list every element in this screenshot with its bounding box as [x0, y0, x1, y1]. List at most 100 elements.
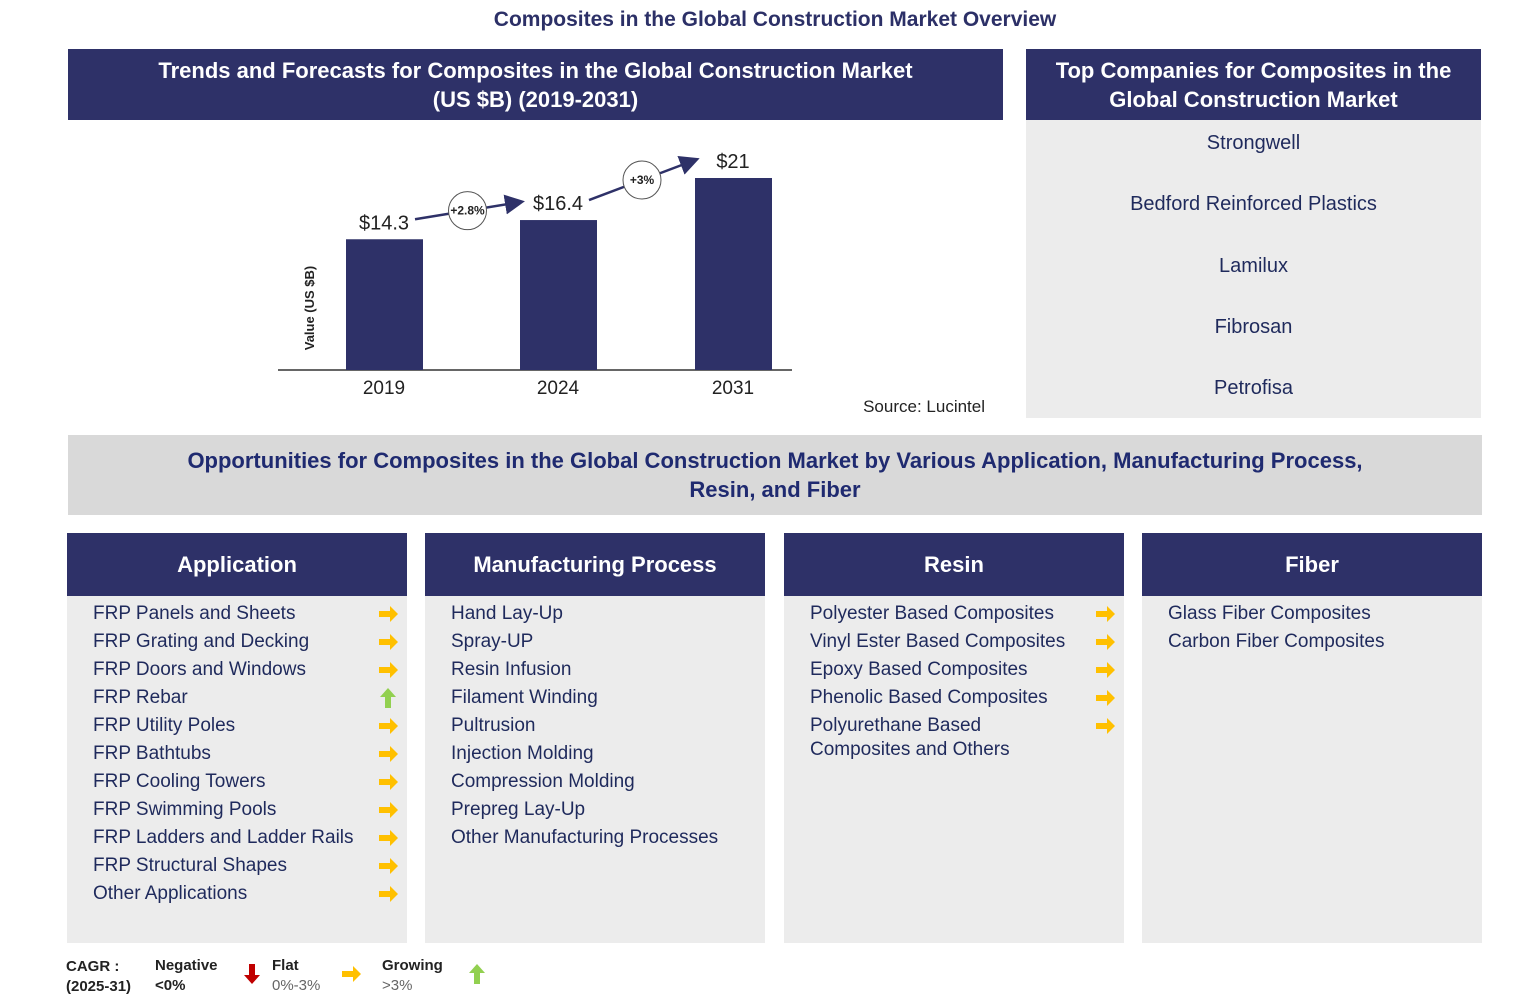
item-label: Polyester Based Composites — [810, 603, 1054, 624]
segment-item: FRP Grating and Decking — [93, 630, 399, 658]
cagr-circle — [622, 160, 662, 200]
x-tick-label: 2019 — [363, 378, 405, 399]
item-label: Resin Infusion — [451, 659, 572, 680]
item-label: Hand Lay-Up — [451, 603, 563, 624]
item-label: Polyurethane Based Composites and Others — [810, 715, 1010, 760]
legend-label: Growing — [382, 957, 443, 974]
segment-item: FRP Rebar — [93, 686, 399, 714]
segment-title: Resin — [784, 533, 1124, 596]
segment-item: Prepreg Lay-Up — [451, 798, 757, 826]
value-label: $16.4 — [533, 193, 583, 215]
source: Source: Lucintel — [863, 397, 985, 416]
chart: $14.3 2019 $16.4 2024 $21 2031 Value (US $B) +2… — [278, 151, 985, 416]
x-tick-label: 2031 — [712, 378, 754, 399]
value-label: $21 — [716, 151, 749, 173]
x-tick-label: 2024 — [537, 378, 580, 399]
chart-title: Trends and Forecasts for Composites in t… — [68, 49, 1003, 120]
trend-arrow — [342, 966, 361, 982]
item-label: FRP Swimming Pools — [93, 799, 277, 820]
item-label: FRP Rebar — [93, 687, 188, 708]
trend-arrow — [1096, 606, 1115, 622]
trend-arrow — [379, 830, 398, 846]
segment-item: Polyurethane Based Composites and Others — [810, 714, 1116, 770]
trend-arrow — [379, 662, 398, 678]
item-label: Other Manufacturing Processes — [451, 827, 719, 848]
company: Lamilux — [1219, 254, 1288, 277]
item-label: Carbon Fiber Composites — [1168, 631, 1385, 652]
trend-arrow — [1096, 690, 1115, 706]
legend-title: CAGR : — [66, 958, 120, 975]
company: Strongwell — [1206, 132, 1301, 154]
item-label: FRP Doors and Windows — [93, 659, 306, 680]
segment-item: Pultrusion — [451, 714, 757, 742]
trend-arrow — [379, 746, 398, 762]
segment-body: Polyester Based Composites Vinyl Ester Ba… — [784, 596, 1124, 943]
trend-arrow — [379, 774, 398, 790]
bar — [520, 220, 597, 370]
segment-item: Carbon Fiber Composites — [1168, 630, 1474, 658]
item-label: Spray-UP — [451, 631, 534, 652]
legend-period: (2025-31) — [66, 978, 132, 995]
item-label: Glass Fiber Composites — [1168, 603, 1371, 624]
segment-item: Vinyl Ester Based Composites — [810, 630, 1116, 658]
trend-arrow — [1096, 718, 1115, 734]
item-label: FRP Cooling Towers — [93, 771, 266, 792]
legend-label: Flat — [272, 957, 299, 974]
company: Bedford Reinforced Plastics — [1130, 193, 1377, 216]
item-label: FRP Structural Shapes — [93, 855, 287, 876]
segment-item: Spray-UP — [451, 630, 757, 658]
companies-list: Strongwell Bedford Reinforced Plastics Lam… — [1026, 120, 1481, 418]
segment-item: FRP Cooling Towers — [93, 770, 399, 798]
segment-item: FRP Panels and Sheets — [93, 602, 399, 630]
trend-arrow — [380, 688, 396, 708]
segment-item: Injection Molding — [451, 742, 757, 770]
segment-item: FRP Doors and Windows — [93, 658, 399, 686]
segment-item: FRP Structural Shapes — [93, 854, 399, 882]
trend-arrow — [379, 858, 398, 874]
trend-arrow — [379, 802, 398, 818]
segment-item: Other Applications — [93, 882, 399, 910]
bar — [695, 178, 772, 370]
company: Fibrosan — [1214, 315, 1293, 338]
opportunities-title: Opportunities for Composites in the Glob… — [68, 435, 1482, 515]
item-label: FRP Bathtubs — [93, 743, 211, 764]
item-label: Phenolic Based Composites — [810, 687, 1048, 708]
trend-arrow — [379, 718, 398, 734]
segment-item: Compression Molding — [451, 770, 757, 798]
trend-arrow — [379, 634, 398, 650]
item-label: FRP Panels and Sheets — [93, 603, 296, 624]
segment-item: FRP Ladders and Ladder Rails — [93, 826, 399, 854]
cagr-circle — [448, 191, 487, 231]
trend-arrow — [244, 964, 260, 984]
segment-item: FRP Bathtubs — [93, 742, 399, 770]
segment-item: Epoxy Based Composites — [810, 658, 1116, 686]
trend-arrow — [1096, 634, 1115, 650]
legend-label: Negative — [155, 957, 218, 974]
value-label: $14.3 — [359, 212, 409, 234]
item-label: Other Applications — [93, 883, 248, 904]
trend-arrow — [1096, 662, 1115, 678]
segment-item: Resin Infusion — [451, 658, 757, 686]
legend-range: >3% — [382, 977, 413, 994]
segment-body: Glass Fiber Composites Carbon Fiber Compo… — [1142, 596, 1482, 943]
segment-item: Phenolic Based Composites — [810, 686, 1116, 714]
item-label: Filament Winding — [451, 687, 598, 708]
item-label: Pultrusion — [451, 715, 536, 736]
item-label: Prepreg Lay-Up — [451, 799, 586, 820]
item-label: FRP Utility Poles — [93, 715, 236, 736]
segment-body: Hand Lay-Up Spray-UP Resin Infusion Filamen… — [425, 596, 765, 943]
legend-range: <0% — [155, 977, 186, 994]
segment-item: Glass Fiber Composites — [1168, 602, 1474, 630]
trend-arrow — [379, 606, 398, 622]
segment-item: Polyester Based Composites — [810, 602, 1116, 630]
companies-title: Top Companies for Composites in the Glob… — [1026, 49, 1481, 120]
segment-title: Manufacturing Process — [425, 533, 765, 596]
item-label: FRP Grating and Decking — [93, 631, 310, 652]
item-label: Epoxy Based Composites — [810, 659, 1028, 680]
company: Petrofisa — [1214, 377, 1293, 400]
item-label: FRP Ladders and Ladder Rails — [93, 827, 354, 848]
item-label: Compression Molding — [451, 771, 635, 792]
page-title: Composites in the Global Construction Ma… — [493, 8, 1057, 31]
segment-item: Other Manufacturing Processes — [451, 826, 757, 854]
